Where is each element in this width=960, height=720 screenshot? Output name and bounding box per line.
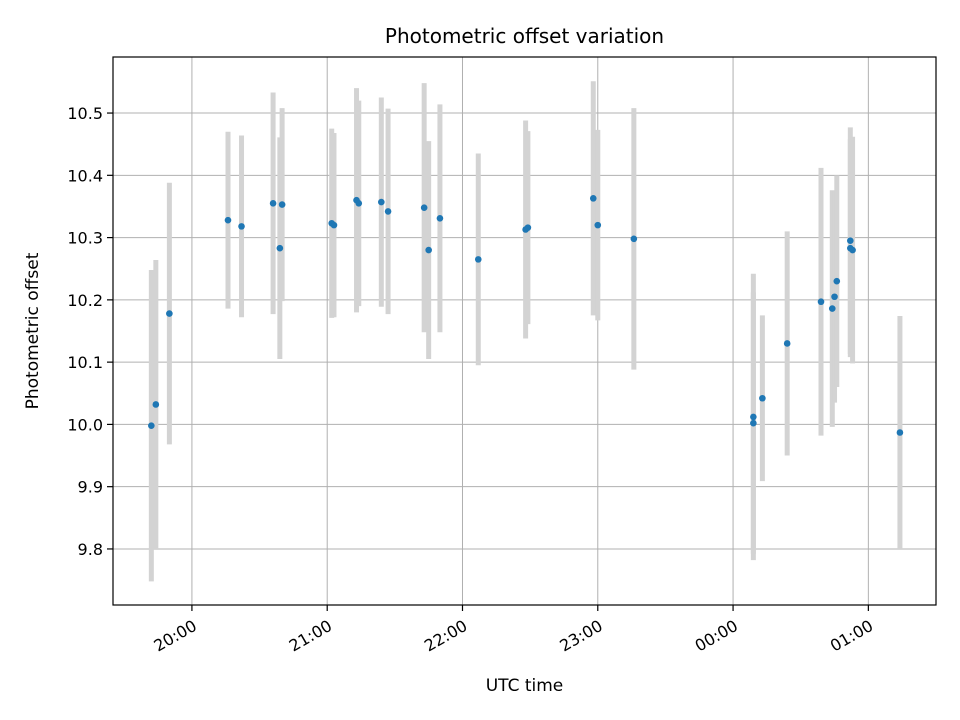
- data-point: [759, 394, 766, 402]
- data-point: [589, 195, 597, 202]
- y-axis-title: Photometric offset: [23, 252, 43, 409]
- y-tick-label: 9.8: [78, 540, 103, 559]
- data-point: [330, 221, 338, 229]
- data-point: [355, 200, 363, 207]
- y-tick-label: 10.4: [67, 166, 103, 185]
- data-point: [166, 310, 173, 317]
- data-point: [384, 208, 392, 215]
- y-tick-label: 10.1: [67, 353, 103, 372]
- data-point: [594, 221, 602, 229]
- y-axis: 9.8 9.9 10.0 10.1 10.2 10.3 10.4 10.5: [67, 104, 113, 559]
- data-points: [148, 195, 904, 436]
- data-point: [238, 223, 245, 230]
- y-tick-label: 9.9: [78, 478, 103, 497]
- data-point: [276, 244, 284, 252]
- data-point: [378, 198, 385, 206]
- data-point: [148, 422, 155, 429]
- y-tick-label: 10.0: [67, 415, 103, 434]
- data-point: [420, 204, 428, 211]
- data-point: [833, 277, 841, 285]
- data-point: [436, 214, 444, 222]
- data-point: [524, 224, 532, 231]
- data-point: [630, 235, 638, 243]
- data-point: [278, 201, 286, 208]
- y-tick-label: 10.2: [67, 291, 103, 310]
- y-tick-label: 10.3: [67, 229, 103, 248]
- data-point: [783, 340, 791, 347]
- data-point: [474, 256, 482, 263]
- data-point: [831, 293, 838, 301]
- data-point: [817, 298, 825, 306]
- data-point: [425, 246, 432, 254]
- data-point: [750, 419, 757, 427]
- data-point: [896, 429, 904, 436]
- data-point: [847, 237, 854, 245]
- plot-area-frame: [112, 56, 937, 606]
- data-point: [269, 200, 277, 207]
- data-point: [828, 305, 836, 312]
- data-point: [750, 413, 757, 421]
- y-tick-label: 10.5: [67, 104, 103, 123]
- data-point: [224, 216, 232, 224]
- data-point: [152, 401, 160, 408]
- chart-title: Photometric offset variation: [385, 24, 664, 48]
- x-axis-title: UTC time: [486, 676, 564, 696]
- data-point: [849, 246, 856, 254]
